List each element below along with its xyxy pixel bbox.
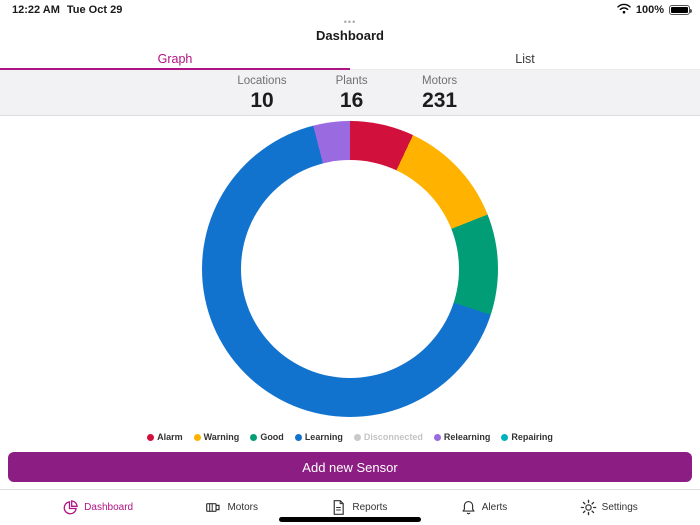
bell-icon: [460, 499, 477, 516]
battery-percent: 100%: [635, 4, 664, 16]
legend-item: Repairing: [501, 432, 553, 442]
legend-dot: [501, 433, 509, 441]
page-title: Dashboard: [316, 28, 384, 43]
nav-label: Settings: [601, 502, 638, 513]
legend-item: Alarm: [147, 432, 183, 442]
add-sensor-button[interactable]: Add new Sensor: [8, 452, 692, 482]
pie-chart-icon: [62, 499, 79, 516]
nav-alerts[interactable]: Alerts: [460, 499, 508, 516]
gear-icon: [580, 499, 597, 516]
nav-label: Alerts: [481, 502, 508, 513]
legend-dot: [433, 433, 441, 441]
stat-label: Motors: [422, 75, 458, 87]
stat-value: 16: [339, 89, 364, 112]
donut-chart[interactable]: [202, 121, 498, 417]
legend-dot: [250, 433, 258, 441]
nav-motors[interactable]: Motors: [205, 499, 258, 516]
legend-dot: [147, 433, 155, 441]
nav-label: Motors: [227, 502, 259, 513]
donut-hole: [241, 160, 459, 378]
stat-value: 231: [422, 89, 458, 112]
stats-band: Locations 10 Plants 16 Motors 231: [0, 70, 700, 116]
legend-item: Good: [250, 432, 284, 442]
home-indicator[interactable]: [279, 517, 421, 522]
nav-label: Reports: [352, 502, 388, 513]
stat-label: Locations: [237, 75, 287, 87]
clock: 12:22 AM: [12, 4, 60, 16]
stat-locations: Locations 10: [237, 75, 286, 115]
multitask-dots-icon: •••: [343, 17, 357, 27]
stat-value: 10: [250, 89, 274, 112]
stat-motors: Motors 231: [417, 75, 463, 115]
legend-item: Learning: [294, 432, 343, 442]
wifi-icon: [617, 3, 631, 17]
legend-item: Relearning: [433, 432, 490, 442]
header: ••• Dashboard: [0, 18, 700, 48]
motor-icon: [205, 499, 222, 516]
tab-list[interactable]: List: [515, 51, 535, 66]
segment-tabs: Graph List: [0, 48, 700, 70]
status-bar: 12:22 AM Tue Oct 29 100%: [0, 0, 700, 18]
legend-item: Warning: [193, 432, 239, 442]
nav-label: Dashboard: [84, 502, 134, 513]
battery-icon: [669, 5, 692, 15]
date: Tue Oct 29: [66, 4, 123, 16]
legend-dot: [193, 433, 201, 441]
chart-area: Alarm Warning Good Learning Disconnected…: [0, 116, 700, 448]
document-icon: [330, 499, 347, 516]
tab-graph[interactable]: Graph: [0, 48, 350, 70]
stat-plants: Plants 16: [329, 75, 375, 115]
nav-dashboard[interactable]: Dashboard: [62, 499, 133, 516]
chart-legend: Alarm Warning Good Learning Disconnected…: [0, 432, 700, 442]
stat-label: Plants: [335, 75, 368, 87]
legend-dot: [294, 433, 302, 441]
legend-item: Disconnected: [353, 432, 423, 442]
nav-reports[interactable]: Reports: [330, 499, 387, 516]
legend-dot: [353, 433, 361, 441]
nav-settings[interactable]: Settings: [580, 499, 638, 516]
